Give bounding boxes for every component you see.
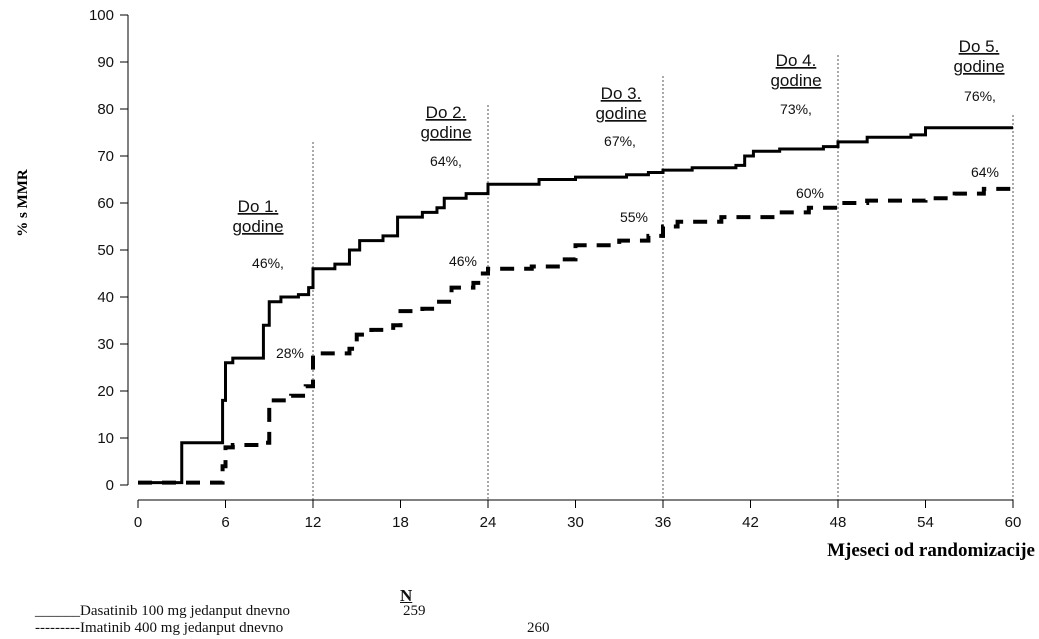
imatinib-value-label-48: 60% [796, 185, 824, 201]
milestone-label-48-line2: godine [770, 71, 821, 90]
milestone-label-12-line1: Do 1. [238, 197, 279, 216]
legend-label-dasatinib: Dasatinib 100 mg jedanput dnevno [80, 603, 290, 619]
milestone-label-24-line2: godine [420, 123, 471, 142]
y-tick-label: 80 [97, 101, 114, 118]
x-tick-label: 48 [830, 514, 847, 531]
axes: 0 10 20 30 40 50 60 70 80 90 100 0 6 12 18 24 30 36 42 48 54… [15, 7, 1035, 561]
legend-label-imatinib: Imatinib 400 mg jedanput dnevno [79, 620, 284, 636]
milestone-label-48-line1: Do 4. [776, 51, 817, 70]
milestone-label-24-line1: Do 2. [426, 103, 467, 122]
imatinib-value-label-60: 64% [971, 164, 999, 180]
dasatinib-value-label-60: 76%, [964, 88, 996, 104]
x-tick-label: 18 [392, 514, 409, 531]
dasatinib-value-label-48: 73%, [780, 101, 812, 117]
legend-n-dasatinib: 259 [403, 603, 426, 619]
x-tick-label: 6 [221, 514, 229, 531]
imatinib-value-label-12: 28% [276, 345, 304, 361]
x-tick-label: 36 [655, 514, 672, 531]
x-tick-label: 24 [480, 514, 497, 531]
milestone-label-60-line2: godine [953, 57, 1004, 76]
legend-entry-dasatinib: ______Dasatinib 100 mg jedanput dnevno [35, 603, 290, 620]
dasatinib-value-label-12: 46%, [252, 255, 284, 271]
milestone-label-12-line2: godine [232, 217, 283, 236]
y-tick-label: 70 [97, 148, 114, 165]
dasatinib-series-line [138, 126, 1013, 485]
y-tick-label: 100 [89, 7, 114, 24]
x-tick-label: 0 [134, 514, 142, 531]
x-tick-label: 54 [917, 514, 934, 531]
x-tick-label: 12 [305, 514, 322, 531]
dasatinib-value-label-36: 67%, [604, 133, 636, 149]
y-tick-label: 50 [97, 242, 114, 259]
series-layer [138, 126, 1015, 485]
x-tick-label: 30 [567, 514, 584, 531]
imatinib-value-label-24: 46% [449, 253, 477, 269]
milestone-lines [312, 55, 1014, 500]
x-tick-label: 42 [742, 514, 759, 531]
milestone-label-36-line2: godine [595, 104, 646, 123]
imatinib-series-line [138, 184, 1015, 485]
y-axis-title: % s MMR [15, 169, 31, 237]
y-tick-label: 30 [97, 336, 114, 353]
x-axis-title: Mjeseci od randomizacije [827, 540, 1035, 561]
x-tick-label: 60 [1005, 514, 1022, 531]
y-tick-label: 10 [97, 430, 114, 447]
y-tick-label: 40 [97, 289, 114, 306]
y-tick-label: 60 [97, 195, 114, 212]
milestone-label-60-line1: Do 5. [959, 37, 1000, 56]
legend-n-imatinib: 260 [527, 620, 550, 636]
milestone-label-36-line1: Do 3. [601, 84, 642, 103]
y-tick-label: 0 [106, 477, 114, 494]
dasatinib-value-label-24: 64%, [430, 153, 462, 169]
y-tick-label: 90 [97, 54, 114, 71]
legend-line-dashed: --------- [35, 620, 80, 636]
imatinib-value-label-36: 55% [620, 209, 648, 225]
y-tick-label: 20 [97, 383, 114, 400]
legend-entry-imatinib: ---------Imatinib 400 mg jedanput dnevno [35, 620, 283, 637]
mmr-line-chart: 0 10 20 30 40 50 60 70 80 90 100 0 6 12 18 24 30 36 42 48 54… [15, 7, 1035, 561]
legend-line-solid: ______ [35, 603, 80, 619]
legend-n-header: N [400, 586, 413, 605]
